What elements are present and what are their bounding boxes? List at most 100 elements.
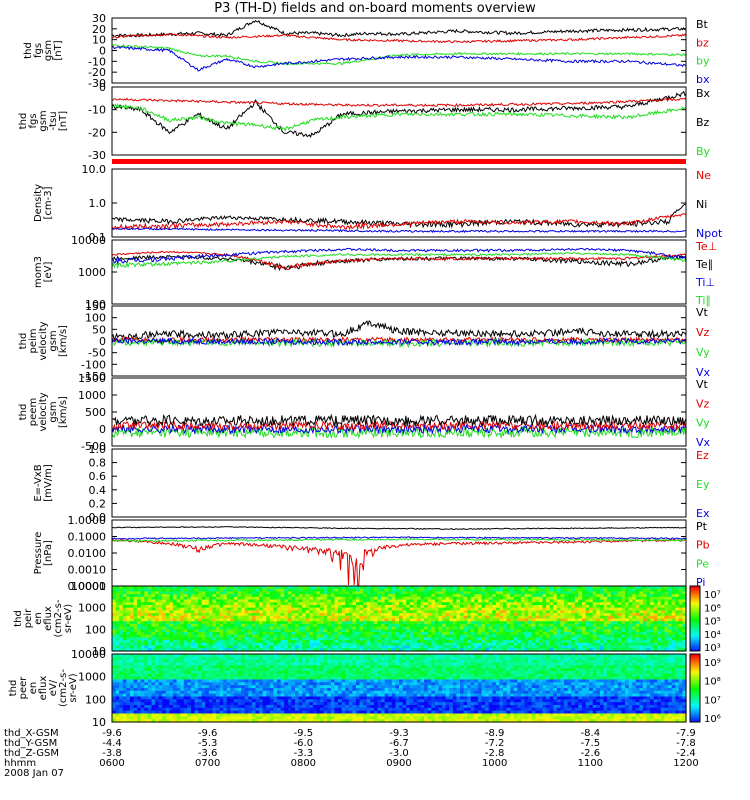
panel-9-heatmap-cell <box>366 654 371 658</box>
panel-8-heatmap-cell <box>384 629 389 633</box>
panel-9-heatmap-cell <box>381 654 386 658</box>
panel-9-heatmap-cell <box>269 665 275 669</box>
panel-8-heatmap-cell <box>657 642 662 647</box>
panel-8-heatmap-cell <box>535 648 540 652</box>
panel-1-ylabel: thd <box>18 113 29 130</box>
panel-8-heatmap-cell <box>625 604 630 609</box>
panel-8-heatmap-cell <box>546 588 551 593</box>
panel-9-heatmap-cell <box>216 665 221 669</box>
panel-8-heatmap-cell <box>510 634 515 639</box>
panel-9-heatmap-cell <box>266 656 271 661</box>
panel-8-heatmap-cell <box>675 599 680 603</box>
panel-8-heatmap-cell <box>632 591 637 595</box>
panel-8-heatmap-cell <box>449 621 454 625</box>
panel-8-heatmap-cell <box>639 607 644 611</box>
panel-8-heatmap-cell <box>438 602 443 606</box>
panel-8-heatmap-cell <box>219 591 224 595</box>
panel-8-heatmap-cell <box>520 599 526 603</box>
panel-8-heatmap-cell <box>280 645 285 649</box>
panel-8-heatmap-cell <box>348 591 353 595</box>
panel-8-heatmap-cell <box>320 632 325 636</box>
panel-8-heatmap-cell <box>266 645 271 649</box>
panel-8-heatmap-cell <box>180 602 185 606</box>
panel-8-heatmap-cell <box>488 604 493 609</box>
panel-0-ylabel: [nT] <box>53 40 64 60</box>
panel-8-heatmap-cell <box>187 615 192 620</box>
panel-9-heatmap-cell <box>162 668 167 672</box>
panel-9-heatmap-cell <box>413 659 418 664</box>
panel-8-heatmap-cell <box>115 642 120 647</box>
panel-8-heatmap-cell <box>327 640 332 644</box>
panel-8-heatmap-cell <box>510 591 515 595</box>
panel-9-heatmap-cell <box>445 656 450 661</box>
panel-8-heatmap-cell <box>323 588 328 593</box>
panel-8-heatmap-cell <box>122 629 127 633</box>
panel-8-heatmap-cell <box>345 594 350 598</box>
panel-9-heatmap-cell <box>399 659 404 664</box>
panel-8-heatmap-cell <box>531 640 536 644</box>
panel-9-heatmap-cell <box>230 656 235 661</box>
panel-9-heatmap-cell <box>251 662 257 666</box>
panel-8-heatmap-cell <box>560 607 565 611</box>
panel-9-heatmap-cell <box>172 659 178 664</box>
panel-8-heatmap-cell <box>513 623 518 628</box>
panel-8-heatmap-cell <box>485 626 490 630</box>
panel-6-legend-entry: Ey <box>696 478 710 491</box>
panel-8-heatmap-cell <box>635 588 640 593</box>
panel-8-heatmap-cell <box>327 637 332 641</box>
panel-8-heatmap-cell <box>352 648 357 652</box>
panel-8-colorbar-cell <box>690 648 700 652</box>
panel-8-heatmap-cell <box>391 591 397 595</box>
panel-9-heatmap-cell <box>567 665 572 669</box>
panel-8-heatmap-cell <box>474 615 479 620</box>
panel-8-heatmap-cell <box>172 596 178 601</box>
panel-8-heatmap-cell <box>614 634 619 639</box>
panel-8-heatmap-cell <box>650 626 655 630</box>
panel-9-heatmap-cell <box>294 656 300 661</box>
panel-8-heatmap-cell <box>639 645 644 649</box>
panel-9-heatmap-cell <box>589 659 594 664</box>
panel-8-heatmap-cell <box>592 596 597 601</box>
panel-8-heatmap-cell <box>596 621 601 625</box>
panel-9-heatmap-cell <box>223 654 228 658</box>
panel-8-heatmap-cell <box>628 642 633 647</box>
panel-8-heatmap-cell <box>520 623 526 628</box>
panel-8-heatmap-cell <box>467 626 472 630</box>
panel-8-heatmap-cell <box>463 591 468 595</box>
panel-8-heatmap-cell <box>294 629 300 633</box>
panel-8-heatmap-cell <box>581 621 587 625</box>
panel-8-heatmap-cell <box>158 621 163 625</box>
panel-8-colorbar-cell <box>690 618 700 622</box>
panel-9-heatmap-cell <box>388 665 393 669</box>
panel-9-heatmap-cell <box>237 668 242 672</box>
panel-8-heatmap-cell <box>463 637 468 641</box>
panel-8-heatmap-cell <box>528 602 533 606</box>
panel-8-heatmap-cell <box>330 632 336 636</box>
panel-8-heatmap-cell <box>617 588 623 593</box>
panel-8-heatmap-cell <box>542 623 547 628</box>
panel-9-heatmap-cell <box>223 668 228 672</box>
panel-8-heatmap-cell <box>226 632 231 636</box>
panel-8-heatmap-cell <box>190 591 196 595</box>
panel-8-heatmap-cell <box>628 591 633 595</box>
panel-9-heatmap-cell <box>119 659 124 664</box>
panel-9-heatmap-cell <box>639 654 644 658</box>
panel-8-heatmap-cell <box>592 640 597 644</box>
panel-9-heatmap-cell <box>632 665 637 669</box>
panel-8-heatmap-cell <box>538 645 544 649</box>
panel-8-heatmap-cell <box>513 596 518 601</box>
panel-8-heatmap-cell <box>273 621 278 625</box>
panel-8-heatmap-cell <box>477 594 483 598</box>
panel-8-heatmap-cell <box>277 634 282 639</box>
panel-8-heatmap-cell <box>363 588 368 593</box>
panel-8-heatmap-cell <box>585 634 590 639</box>
panel-9-heatmap-cell <box>456 662 461 666</box>
panel-8-heatmap-cell <box>373 621 379 625</box>
panel-8-heatmap-cell <box>664 621 669 625</box>
panel-8-heatmap-cell <box>151 648 156 652</box>
panel-8-heatmap-cell <box>474 594 479 598</box>
panel-8-heatmap-cell <box>438 599 443 603</box>
panel-8-heatmap-cell <box>678 591 684 595</box>
panel-8-heatmap-cell <box>596 591 601 595</box>
panel-8-heatmap-cell <box>492 618 497 622</box>
